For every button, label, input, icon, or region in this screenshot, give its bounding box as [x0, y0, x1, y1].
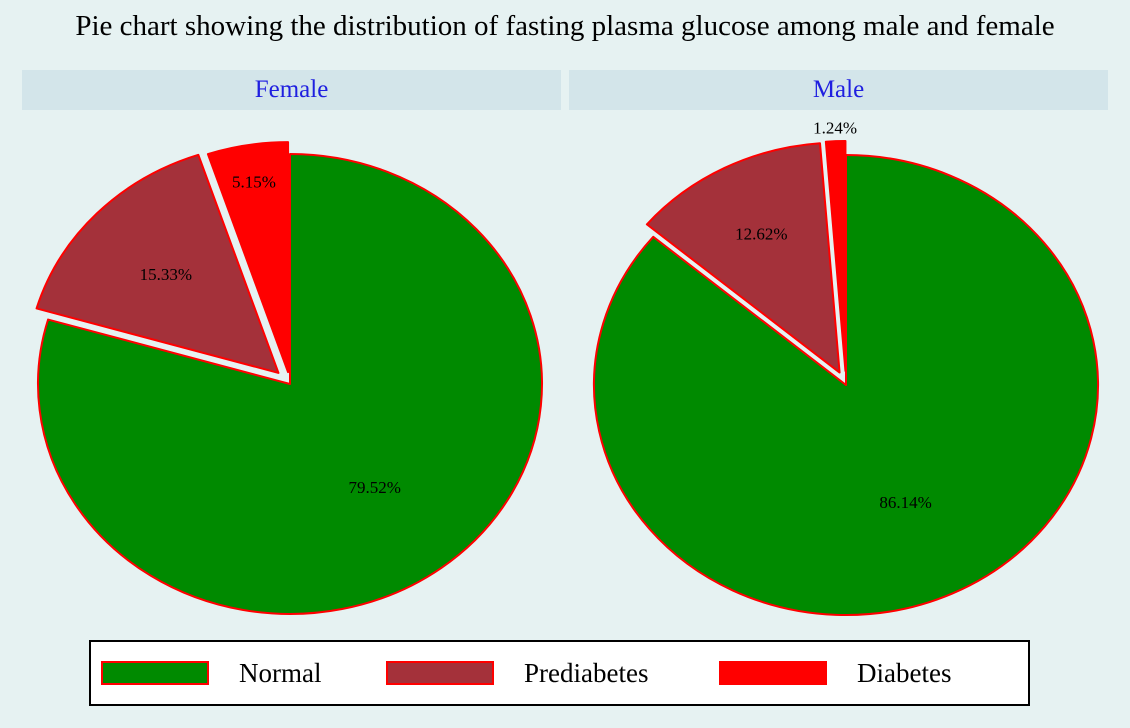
panel-header-female: Female [22, 70, 561, 110]
pie-label-male-normal: 86.14% [879, 493, 931, 512]
pie-slice-female-normal [37, 153, 543, 615]
legend: Normal Prediabetes Diabetes [89, 640, 1030, 706]
pie-label-female-prediabetes: 15.33% [140, 265, 192, 284]
pie-slice-male-diabetes [824, 140, 847, 373]
legend-swatch-diabetes [719, 661, 827, 685]
pie-label-female-diabetes: 5.15% [232, 172, 276, 191]
pie-label-male-diabetes: 1.24% [813, 118, 857, 137]
pie-female: 79.52% 15.33% 5.15% [35, 141, 543, 615]
pie-label-male-prediabetes: 12.62% [735, 224, 787, 243]
pie-slice-male-prediabetes [645, 142, 841, 374]
pie-label-female-normal: 79.52% [348, 478, 400, 497]
legend-label-normal: Normal [239, 658, 322, 688]
panel-header-male: Male [569, 70, 1108, 110]
legend-label-prediabetes: Prediabetes [524, 658, 649, 688]
legend-label-diabetes: Diabetes [857, 658, 952, 688]
pie-slice-male-normal [593, 154, 1099, 616]
pie-slice-female-prediabetes [35, 153, 280, 374]
pie-slice-female-diabetes [206, 141, 290, 374]
chart-title: Pie chart showing the distribution of fa… [75, 10, 1055, 42]
legend-swatch-normal [101, 661, 209, 685]
pie-male: 86.14% 12.62% 1.24% [593, 118, 1099, 616]
legend-swatch-prediabetes [386, 661, 494, 685]
